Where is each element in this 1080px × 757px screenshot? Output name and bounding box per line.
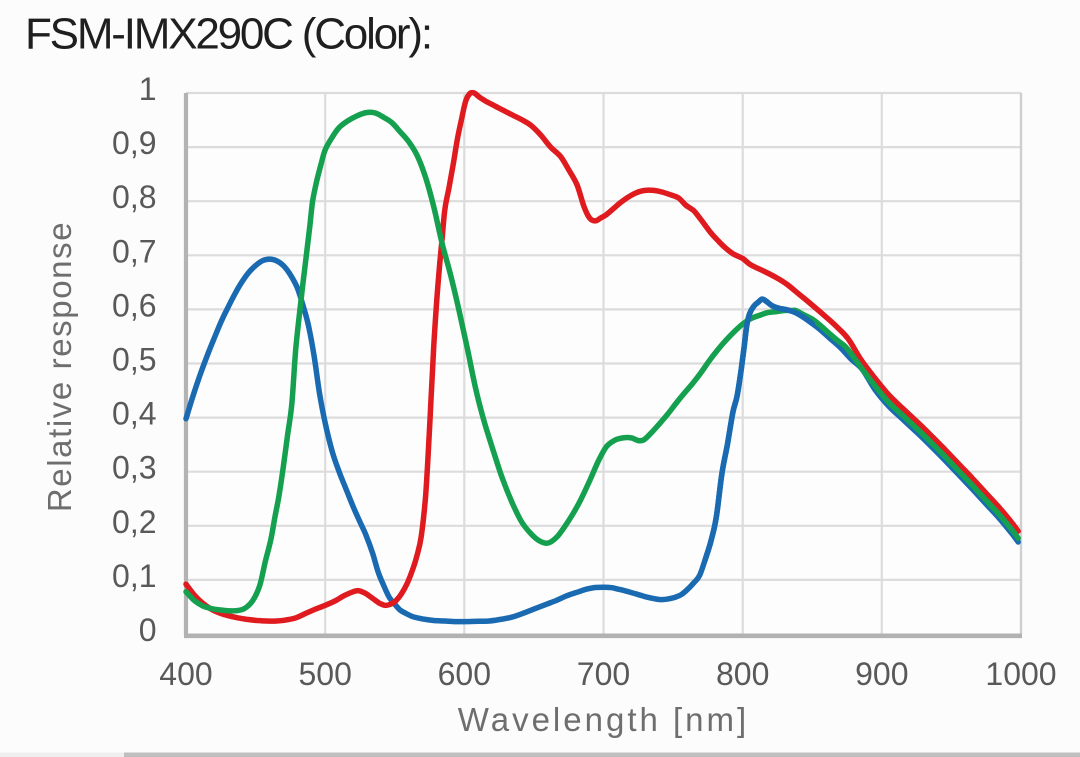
svg-text:0,7: 0,7 (112, 233, 156, 269)
svg-text:400: 400 (159, 656, 212, 692)
svg-text:500: 500 (299, 656, 352, 692)
svg-text:0,2: 0,2 (112, 504, 156, 540)
svg-text:0,6: 0,6 (112, 287, 156, 323)
svg-text:0,8: 0,8 (112, 179, 156, 215)
svg-text:600: 600 (438, 656, 491, 692)
svg-text:FSM-IMX290C (Color):: FSM-IMX290C (Color): (25, 10, 431, 59)
svg-text:700: 700 (577, 656, 630, 692)
svg-text:0,5: 0,5 (112, 342, 156, 378)
svg-text:1: 1 (139, 71, 157, 107)
svg-text:0,9: 0,9 (112, 125, 156, 161)
svg-text:0,1: 0,1 (112, 558, 156, 594)
svg-text:900: 900 (855, 656, 908, 692)
svg-text:0: 0 (139, 612, 157, 648)
svg-text:Wavelength [nm]: Wavelength [nm] (458, 701, 749, 738)
svg-text:0,3: 0,3 (112, 450, 156, 486)
svg-text:800: 800 (716, 656, 769, 692)
svg-text:1000: 1000 (985, 656, 1056, 692)
svg-text:0,4: 0,4 (112, 396, 156, 432)
svg-text:Relative response: Relative response (41, 221, 78, 512)
